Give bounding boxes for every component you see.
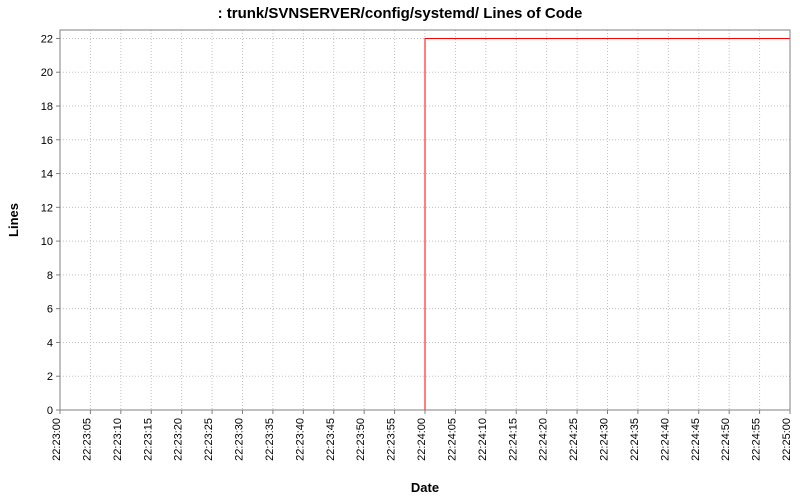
x-tick-label: 22:23:30 <box>234 418 246 461</box>
x-tick-label: 22:24:25 <box>568 418 580 461</box>
x-tick-label: 22:24:20 <box>538 418 550 461</box>
x-tick-label: 22:24:35 <box>629 418 641 461</box>
x-axis-label: Date <box>411 480 439 495</box>
y-tick-label: 10 <box>41 236 53 248</box>
x-tick-label: 22:23:10 <box>112 418 124 461</box>
x-tick-label: 22:23:05 <box>81 418 93 461</box>
x-tick-label: 22:24:40 <box>659 418 671 461</box>
x-tick-label: 22:24:50 <box>720 418 732 461</box>
x-tick-label: 22:23:15 <box>142 418 154 461</box>
x-tick-label: 22:24:00 <box>416 418 428 461</box>
chart-svg: 0 2 4 6 8 10 12 14 16 18 20 22 22:23:00 22:23:05 22:23… <box>0 0 800 500</box>
x-tick-label: 22:23:55 <box>386 418 398 461</box>
y-tick-label: 6 <box>47 304 53 316</box>
x-tick-label: 22:23:50 <box>355 418 367 461</box>
y-axis-label: Lines <box>6 203 21 237</box>
x-tick-label: 22:23:40 <box>294 418 306 461</box>
y-tick-label: 4 <box>47 337 53 349</box>
chart-title: : trunk/SVNSERVER/config/systemd/ Lines … <box>218 5 583 22</box>
x-tick-label: 22:23:20 <box>173 418 185 461</box>
y-tick-label: 18 <box>41 101 53 113</box>
x-tick-label: 22:24:45 <box>690 418 702 461</box>
y-tick-label: 20 <box>41 67 53 79</box>
y-tick-label: 12 <box>41 202 53 214</box>
y-tick-label: 16 <box>41 135 53 147</box>
x-tick-label: 22:23:45 <box>325 418 337 461</box>
x-tick-label: 22:24:55 <box>751 418 763 461</box>
x-tick-label: 22:23:25 <box>203 418 215 461</box>
x-tick-label: 22:24:10 <box>477 418 489 461</box>
y-tick-label: 22 <box>41 33 53 45</box>
y-tick-label: 14 <box>41 169 53 181</box>
y-tick-label: 8 <box>47 270 53 282</box>
y-tick-label: 2 <box>47 371 53 383</box>
x-tick-label: 22:24:05 <box>446 418 458 461</box>
x-tick-label: 22:25:00 <box>781 418 793 461</box>
x-tick-label: 22:23:35 <box>264 418 276 461</box>
x-tick-label: 22:24:15 <box>507 418 519 461</box>
x-tick-label: 22:23:00 <box>51 418 63 461</box>
x-tick-label: 22:24:30 <box>599 418 611 461</box>
y-tick-label: 0 <box>47 405 53 417</box>
loc-chart: 0 2 4 6 8 10 12 14 16 18 20 22 22:23:00 22:23:05 22:23… <box>0 0 800 500</box>
